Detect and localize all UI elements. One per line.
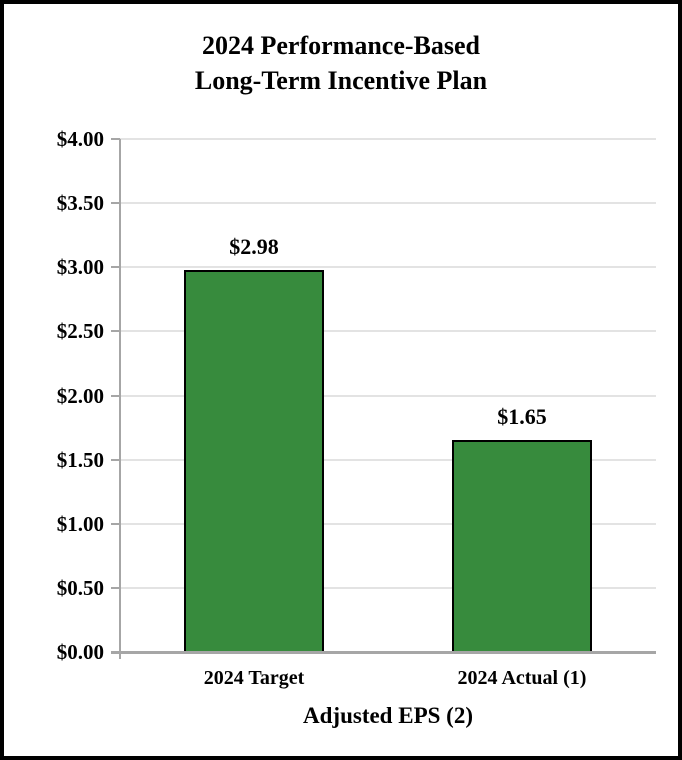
chart-title: 2024 Performance-Based Long-Term Incenti… — [4, 28, 678, 98]
y-gridline — [120, 458, 656, 461]
y-tick-mark — [111, 586, 120, 589]
y-gridline — [120, 394, 656, 397]
y-gridline — [120, 266, 656, 269]
y-tick-mark — [111, 330, 120, 333]
y-axis-line — [119, 139, 121, 659]
y-tick-label: $1.50 — [56, 447, 104, 472]
bar-value-label: $2.98 — [229, 233, 279, 259]
y-tick-mark — [111, 394, 120, 397]
y-tick-mark — [111, 266, 120, 269]
y-gridline — [120, 138, 656, 140]
y-tick-label: $2.50 — [56, 319, 104, 344]
y-tick-label: $0.00 — [56, 640, 104, 664]
y-gridline — [120, 522, 656, 525]
y-gridline — [120, 202, 656, 205]
x-axis-title: Adjusted EPS (2) — [303, 703, 473, 728]
x-category-label: 2024 Actual (1) — [457, 667, 587, 689]
y-tick-mark — [111, 138, 120, 140]
x-category-label: 2024 Target — [203, 667, 305, 689]
y-tick-label: $3.00 — [56, 255, 104, 280]
y-tick-label: $4.00 — [56, 127, 104, 151]
chart-title-line-2: Long-Term Incentive Plan — [194, 66, 488, 95]
y-tick-mark — [111, 202, 120, 205]
y-tick-label: $0.50 — [56, 575, 104, 600]
bar-2 — [452, 440, 592, 652]
y-tick-label: $2.00 — [56, 383, 104, 408]
y-tick-label: $1.00 — [56, 511, 104, 536]
y-tick-label: $3.50 — [56, 191, 104, 216]
x-axis-line — [111, 651, 656, 654]
y-tick-mark — [111, 458, 120, 461]
bar-1 — [184, 269, 324, 652]
bar-value-label: $1.65 — [497, 404, 547, 430]
y-gridline — [120, 330, 656, 333]
chart-title-line-1: 2024 Performance-Based — [202, 31, 480, 60]
y-gridline — [120, 586, 656, 589]
y-tick-mark — [111, 522, 120, 525]
